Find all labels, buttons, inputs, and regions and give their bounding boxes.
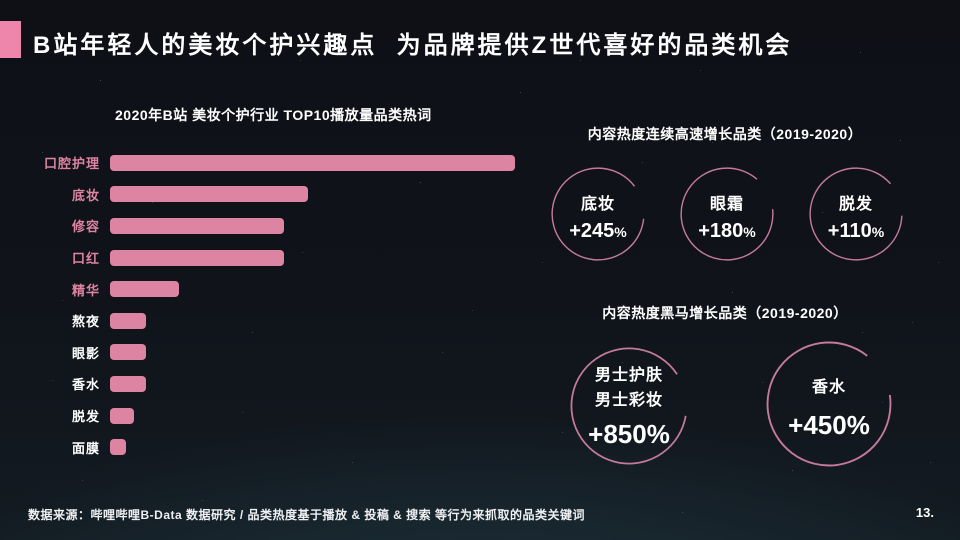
title-accent-bar xyxy=(0,21,21,58)
bar-category-label: 香水 xyxy=(71,377,100,393)
high-growth-circles: 底妆 +245% 眼霜 +180% 脱发 +110% xyxy=(551,167,903,261)
bar xyxy=(110,407,135,424)
data-source-note: 数据来源：哔哩哔哩B-Data 数据研究 / 品类热度基于播放 & 投稿 & 搜… xyxy=(28,508,586,522)
kpi-value: +180% xyxy=(698,220,756,242)
kpi-circle-yanshuang: 眼霜 +180% xyxy=(680,167,774,261)
circle-outline xyxy=(766,341,892,467)
kpi-value: +110% xyxy=(827,220,885,242)
starfield-background xyxy=(0,0,1,1)
bar xyxy=(110,249,285,266)
kpi-circle-dizhuang: 底妆 +245% xyxy=(551,167,645,261)
percent-sign: % xyxy=(871,224,885,240)
percent-sign: % xyxy=(614,224,627,240)
bar xyxy=(110,375,147,392)
bar-chart-title: 2020年B站 美妆个护行业 TOP10播放量品类热词 xyxy=(115,107,432,123)
bar-category-label: 精华 xyxy=(71,282,100,298)
kpi-label: 眼霜 xyxy=(709,196,744,213)
bar-category-label: 口腔护理 xyxy=(43,156,100,172)
bar-row: 熬夜 xyxy=(0,305,545,337)
bar xyxy=(110,217,285,234)
bar-row: 口腔护理 xyxy=(0,147,545,179)
bar-row: 底妆 xyxy=(0,179,545,211)
kpi-label-line: 男士护肤 xyxy=(594,367,663,384)
bar-category-label: 口红 xyxy=(71,251,100,267)
bar xyxy=(110,281,179,298)
kpi-circle-mens: 男士护肤 男士彩妆 +850% xyxy=(570,347,688,465)
bar xyxy=(110,439,127,456)
kpi-value: +450% xyxy=(788,410,870,440)
bar-category-label: 面膜 xyxy=(71,440,100,456)
bar-row: 精华 xyxy=(0,273,545,305)
kpi-label-line: 香水 xyxy=(811,379,846,396)
kpi-circle-tuofa: 脱发 +110% xyxy=(809,167,903,261)
bar-category-label: 眼影 xyxy=(71,345,100,361)
bar-category-label: 底妆 xyxy=(71,187,100,203)
bar xyxy=(110,154,515,171)
kpi-label: 脱发 xyxy=(838,196,873,213)
circle-outline xyxy=(570,347,688,465)
dark-horse-growth-title: 内容热度黑马增长品类（2019-2020） xyxy=(602,305,848,321)
bar xyxy=(110,344,147,361)
circle-outline xyxy=(680,167,774,261)
bar-row: 脱发 xyxy=(0,400,545,432)
bar-category-label: 脱发 xyxy=(71,409,100,425)
bar-category-label: 修容 xyxy=(71,219,100,235)
bar xyxy=(110,186,309,203)
kpi-label-line: 男士彩妆 xyxy=(594,392,663,409)
high-growth-title: 内容热度连续高速增长品类（2019-2020） xyxy=(587,126,863,142)
page-title: B站年轻人的美妆个护兴趣点 为品牌提供Z世代喜好的品类机会 xyxy=(33,32,793,59)
bar-row: 面膜 xyxy=(0,431,545,463)
circle-outline xyxy=(809,167,903,261)
kpi-label: 底妆 xyxy=(580,196,615,213)
bar-row: 香水 xyxy=(0,368,545,400)
page-number: 13. xyxy=(915,505,934,520)
circle-outline xyxy=(551,167,645,261)
bar xyxy=(110,312,147,329)
bar-row: 眼影 xyxy=(0,337,545,369)
bar-row: 口红 xyxy=(0,242,545,274)
bar-chart-rows: 口腔护理 底妆 修容 口红 精华 熬夜 xyxy=(0,147,545,463)
percent-sign: % xyxy=(743,224,756,240)
kpi-value: +245% xyxy=(569,220,627,242)
bar-category-label: 熬夜 xyxy=(71,314,100,330)
bar-row: 修容 xyxy=(0,210,545,242)
kpi-value: +850% xyxy=(588,419,670,449)
kpi-circle-perfume: 香水 +450% xyxy=(766,341,892,467)
